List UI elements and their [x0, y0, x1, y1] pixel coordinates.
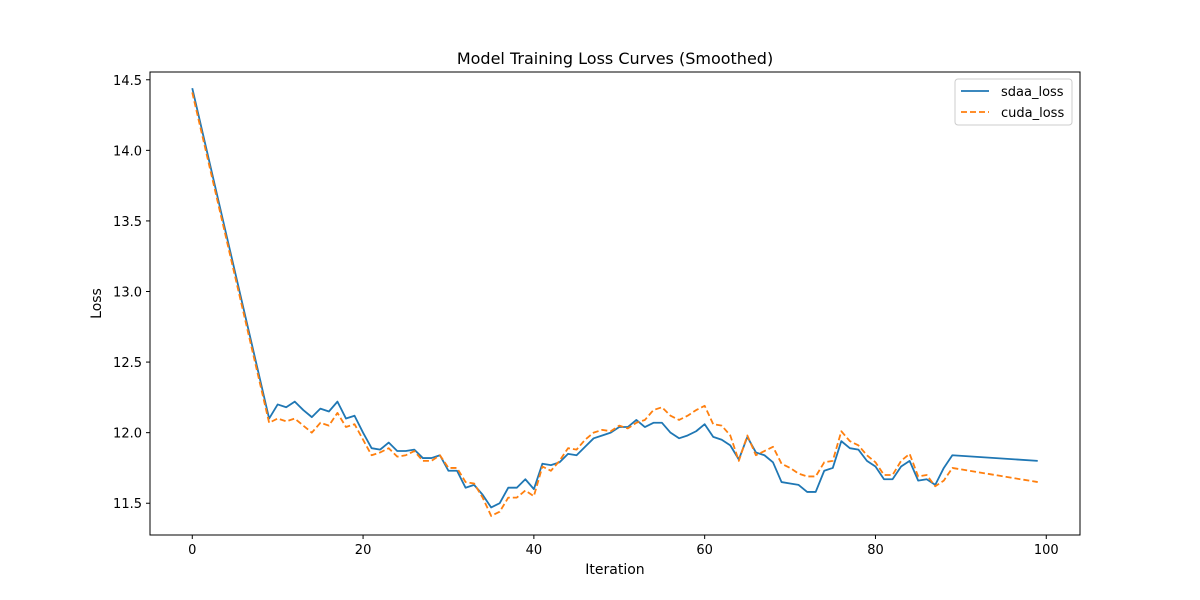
- x-tick-label: 60: [696, 543, 713, 558]
- y-tick-label: 12.5: [113, 356, 142, 371]
- y-tick-label: 12.0: [113, 427, 142, 442]
- series-line-sdaa_loss: [191, 88, 1038, 509]
- x-tick-label: 100: [1034, 543, 1059, 558]
- plot-lines: [191, 88, 1038, 517]
- y-tick-label: 14.5: [113, 74, 142, 89]
- y-tick-label: 11.5: [113, 497, 142, 512]
- chart-title: Model Training Loss Curves (Smoothed): [457, 49, 773, 68]
- legend-label-sdaa: sdaa_loss: [1001, 85, 1064, 100]
- x-tick-label: 40: [526, 543, 543, 558]
- series-line-cuda_loss: [191, 92, 1038, 517]
- y-axis: 11.5 12.0 12.5 13.0 13.5 14.0 14.5: [113, 74, 150, 512]
- y-tick-label: 14.0: [113, 144, 142, 159]
- legend-label-cuda: cuda_loss: [1001, 106, 1064, 121]
- x-tick-label: 0: [188, 543, 196, 558]
- y-tick-label: 13.0: [113, 286, 142, 301]
- x-axis-label: Iteration: [585, 562, 644, 578]
- x-axis: 0 20 40 60 80 100: [188, 535, 1059, 558]
- x-tick-label: 80: [867, 543, 884, 558]
- legend: sdaa_loss cuda_loss: [954, 78, 1073, 126]
- x-tick-label: 20: [355, 543, 372, 558]
- plot-frame: [149, 71, 1081, 536]
- y-tick-label: 13.5: [113, 215, 142, 230]
- y-axis-label: Loss: [89, 288, 105, 319]
